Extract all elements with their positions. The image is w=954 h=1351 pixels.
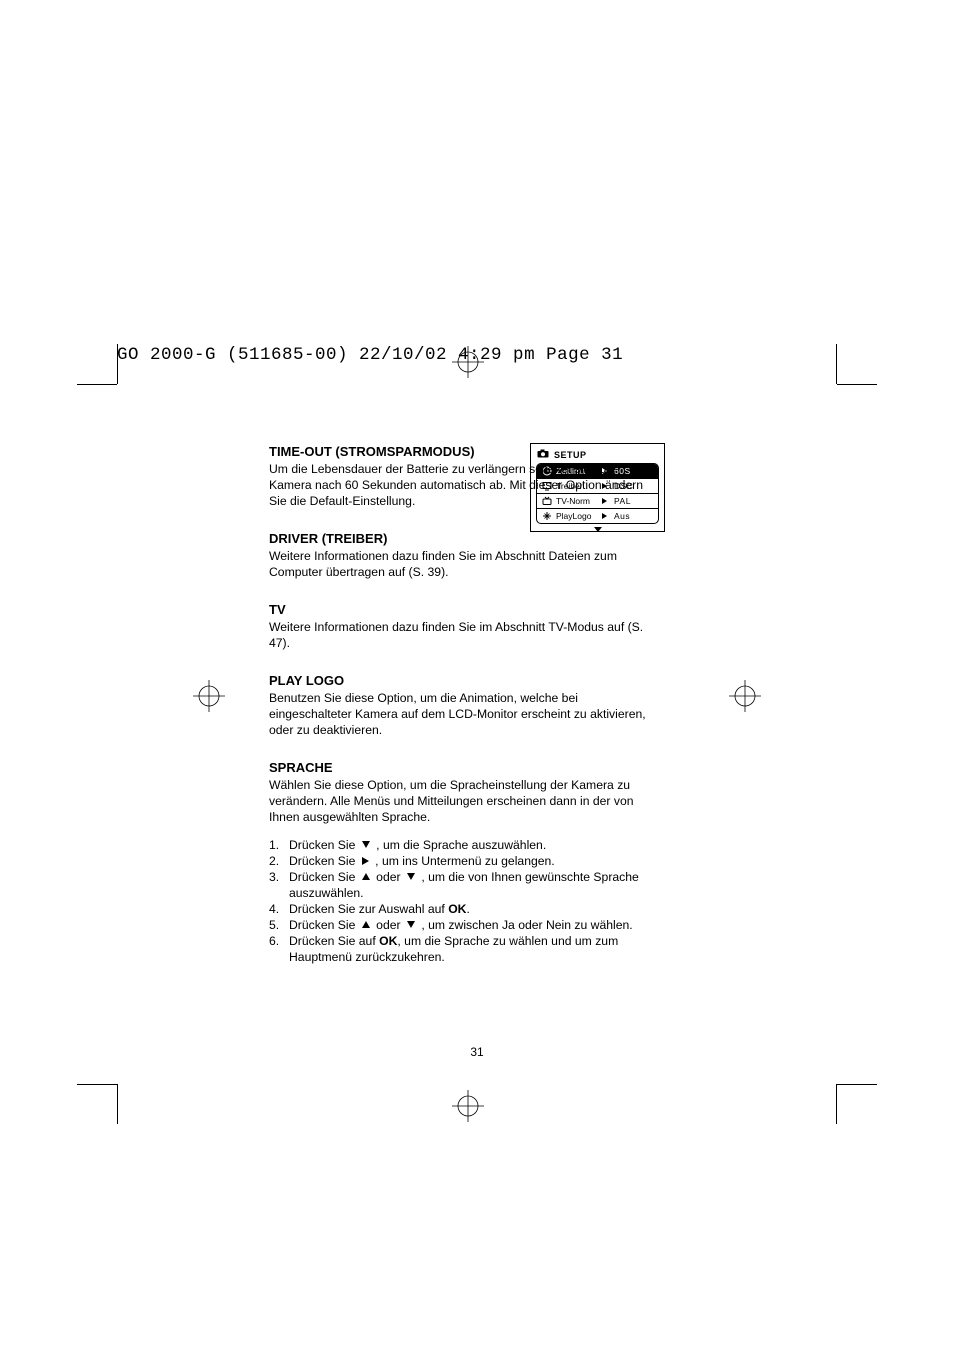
registration-mark-icon — [729, 680, 761, 712]
step-item: 4. Drücken Sie zur Auswahl auf OK. — [269, 901, 639, 917]
step-item: 1. Drücken Sie , um die Sprache auszuwäh… — [269, 837, 639, 853]
step-text: Drücken Sie , um die Sprache auszuwählen… — [289, 837, 639, 853]
step-text: Drücken Sie zur Auswahl auf OK. — [289, 901, 639, 917]
right-arrow-icon — [362, 857, 369, 865]
step-number: 5. — [269, 917, 283, 933]
crop-mark — [836, 344, 837, 384]
section-heading: TV — [269, 602, 669, 617]
step-number: 2. — [269, 853, 283, 869]
section-heading: DRIVER (TREIBER) — [269, 531, 669, 546]
section-driver: DRIVER (TREIBER) Weitere Informationen d… — [269, 531, 669, 580]
section-body: Wählen Sie diese Option, um die Sprachei… — [269, 777, 659, 825]
section-sprache: SPRACHE Wählen Sie diese Option, um die … — [269, 760, 669, 965]
step-item: 5. Drücken Sie oder , um zwischen Ja ode… — [269, 917, 639, 933]
page-number: 31 — [0, 1045, 954, 1059]
section-heading: PLAY LOGO — [269, 673, 669, 688]
crop-mark — [77, 384, 117, 385]
up-arrow-icon — [362, 873, 370, 880]
section-body: Um die Lebensdauer der Batterie zu verlä… — [269, 461, 659, 509]
step-text: Drücken Sie oder , um die von Ihnen gewü… — [289, 869, 639, 901]
down-arrow-icon — [362, 841, 370, 848]
step-item: 6. Drücken Sie auf OK, um die Sprache zu… — [269, 933, 639, 965]
crop-mark — [837, 384, 877, 385]
up-arrow-icon — [362, 921, 370, 928]
down-arrow-icon — [407, 873, 415, 880]
imposition-header: GO 2000-G (511685-00) 22/10/02 4:29 pm P… — [117, 345, 623, 365]
registration-mark-icon — [452, 1090, 484, 1122]
step-number: 6. — [269, 933, 283, 965]
crop-mark — [77, 1084, 117, 1085]
step-number: 1. — [269, 837, 283, 853]
section-body: Weitere Informationen dazu finden Sie im… — [269, 619, 659, 651]
step-text: Drücken Sie , um ins Untermenü zu gelang… — [289, 853, 639, 869]
page-content: TIME-OUT (STROMSPARMODUS) Um die Lebensd… — [269, 444, 669, 987]
steps-list: 1. Drücken Sie , um die Sprache auszuwäh… — [269, 837, 639, 965]
step-text: Drücken Sie oder , um zwischen Ja oder N… — [289, 917, 639, 933]
step-item: 2. Drücken Sie , um ins Untermenü zu gel… — [269, 853, 639, 869]
step-text: Drücken Sie auf OK, um die Sprache zu wä… — [289, 933, 639, 965]
section-timeout: TIME-OUT (STROMSPARMODUS) Um die Lebensd… — [269, 444, 669, 509]
down-arrow-icon — [407, 921, 415, 928]
registration-mark-icon — [193, 680, 225, 712]
step-item: 3. Drücken Sie oder , um die von Ihnen g… — [269, 869, 639, 901]
section-heading: SPRACHE — [269, 760, 669, 775]
section-body: Benutzen Sie diese Option, um die Animat… — [269, 690, 659, 738]
step-number: 4. — [269, 901, 283, 917]
crop-mark — [836, 1084, 837, 1124]
crop-mark — [837, 1084, 877, 1085]
section-body: Weitere Informationen dazu finden Sie im… — [269, 548, 659, 580]
section-playlogo: PLAY LOGO Benutzen Sie diese Option, um … — [269, 673, 669, 738]
section-tv: TV Weitere Informationen dazu finden Sie… — [269, 602, 669, 651]
crop-mark — [117, 1084, 118, 1124]
step-number: 3. — [269, 869, 283, 901]
section-heading: TIME-OUT (STROMSPARMODUS) — [269, 444, 669, 459]
